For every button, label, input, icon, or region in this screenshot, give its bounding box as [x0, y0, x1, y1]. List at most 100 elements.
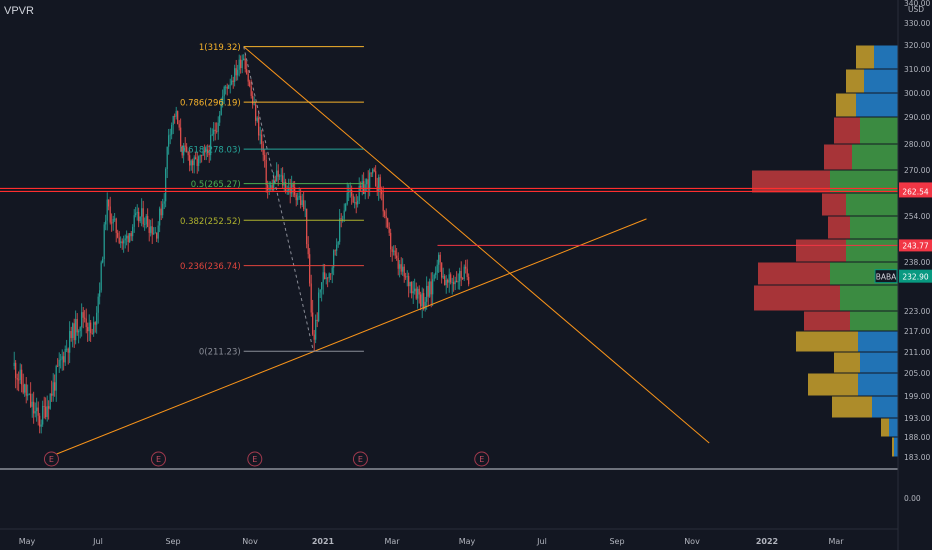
symbol-badge[interactable]: [874, 269, 898, 284]
candle-body: [67, 348, 69, 353]
candle-body: [279, 175, 281, 177]
vp-bar-down: [754, 285, 840, 311]
candle-body: [316, 319, 318, 321]
candle-body: [438, 254, 440, 265]
candle-body: [16, 378, 18, 380]
earnings-marker[interactable]: [43, 451, 59, 467]
candle-body: [153, 233, 155, 235]
candle-body: [366, 179, 368, 185]
candle-body: [270, 185, 272, 190]
candle-body: [78, 331, 80, 333]
candle-body: [463, 266, 465, 279]
candle-body: [393, 250, 395, 252]
price-badge[interactable]: [899, 185, 932, 198]
candle-body: [18, 379, 20, 381]
time-axis-label: May: [459, 537, 476, 546]
earnings-marker[interactable]: [247, 451, 263, 467]
candle-body: [130, 233, 132, 237]
candle-body: [120, 241, 122, 243]
candle-body: [150, 226, 152, 233]
time-axis-label: Jul: [536, 537, 547, 546]
candle-body: [454, 280, 456, 285]
candle-body: [219, 115, 221, 123]
candle-body: [300, 195, 302, 206]
candle-body: [295, 194, 297, 201]
candle-body: [379, 177, 381, 190]
candle-body: [159, 208, 161, 226]
price-axis-tick-label: 280.00: [904, 140, 930, 149]
candle-body: [108, 199, 110, 207]
candle-body: [204, 151, 206, 153]
candle-body: [199, 155, 201, 157]
candle-body: [178, 124, 180, 128]
earnings-marker[interactable]: [474, 451, 490, 467]
candle-body: [427, 285, 429, 297]
candle-body: [235, 68, 237, 76]
vp-bar-down: [834, 117, 860, 144]
candle-body: [331, 267, 333, 274]
vp-bar-up: [858, 331, 898, 352]
candle-body: [430, 281, 432, 295]
vp-bar-down: [828, 216, 850, 239]
candle-body: [84, 317, 86, 319]
fib-trend-line: [243, 46, 314, 352]
time-axis-label: Jul: [92, 537, 103, 546]
price-badge-label: 243.77: [902, 241, 928, 250]
earnings-marker[interactable]: [150, 451, 166, 467]
candle-body: [387, 218, 389, 228]
candle-body: [180, 127, 182, 147]
vp-bar-down: [808, 373, 858, 396]
vp-bar-down: [832, 396, 872, 418]
candle-body: [423, 293, 425, 310]
candle-body: [318, 292, 320, 321]
candle-body: [24, 384, 26, 393]
candle-body: [232, 80, 234, 82]
last-price-badge[interactable]: [899, 269, 932, 283]
candlestick-series: [13, 54, 470, 434]
candle-body: [168, 135, 170, 147]
candle-body: [402, 266, 404, 272]
trendline-ascending[interactable]: [48, 218, 647, 458]
candle-body: [313, 334, 315, 340]
candle-body: [267, 185, 269, 191]
candle-body: [90, 322, 92, 333]
candle-body: [358, 186, 360, 201]
candle-body: [396, 255, 398, 259]
price-axis-tick-label: 290.00: [904, 113, 930, 122]
candle-body: [133, 215, 135, 227]
price-badge[interactable]: [899, 239, 932, 252]
candle-body: [61, 356, 63, 360]
price-axis-tick-label: 270.00: [904, 166, 930, 175]
candle-body: [165, 168, 167, 202]
time-axis-label: 2022: [756, 537, 778, 546]
candle-body: [391, 249, 393, 252]
candle-body: [447, 279, 449, 283]
candle-body: [42, 405, 44, 425]
candle-body: [135, 213, 137, 216]
candle-body: [22, 384, 24, 393]
candle-body: [349, 189, 351, 192]
candle-body: [196, 159, 198, 166]
candle-body: [109, 206, 111, 223]
candle-body: [94, 322, 96, 325]
candle-body: [238, 59, 240, 70]
candle-body: [223, 86, 225, 97]
candle-body: [307, 244, 309, 255]
candle-body: [139, 216, 141, 222]
candle-body: [33, 401, 35, 414]
fib-level-label: 1(319.32): [199, 43, 241, 53]
candle-body: [258, 117, 260, 136]
candle-body: [462, 278, 464, 280]
time-axis-label: 2021: [312, 537, 335, 546]
trendline-descending[interactable]: [243, 46, 710, 444]
earnings-marker-label: E: [252, 455, 257, 464]
vp-bar-down: [834, 352, 860, 373]
earnings-marker[interactable]: [352, 451, 368, 467]
vp-bar-down: [796, 331, 858, 352]
indicator-label[interactable]: VPVR: [4, 5, 34, 17]
fib-retracement[interactable]: 1(319.32) 0.786(296.19) 0.618(278.03) 0.5(2…: [180, 43, 364, 358]
candle-body: [417, 288, 419, 299]
candle-body: [367, 179, 369, 190]
